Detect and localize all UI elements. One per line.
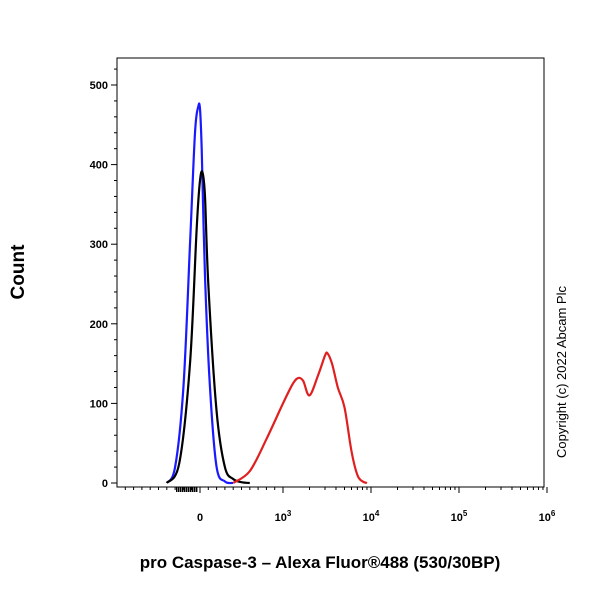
y-tick-label: 0: [102, 478, 108, 490]
y-tick-label: 500: [90, 80, 108, 92]
x-tick-label: 105: [451, 509, 468, 524]
plot-frame: [116, 57, 545, 488]
y-tick-label: 100: [90, 398, 108, 410]
y-tick-label: 400: [90, 160, 108, 172]
y-axis-title: Count: [8, 244, 29, 300]
y-tick-label: 300: [90, 239, 108, 251]
histogram-series-2: [165, 170, 250, 485]
x-tick-label: 104: [363, 509, 380, 524]
x-tick-label: 103: [275, 509, 292, 524]
histogram-series-3: [232, 351, 368, 485]
y-tick-label: 200: [90, 319, 108, 331]
x-tick-label: 106: [539, 509, 556, 524]
x-axis-title: pro Caspase-3 – Alexa Fluor®488 (530/30B…: [140, 553, 501, 572]
x-tick-label: 0: [197, 512, 203, 524]
copyright-notice: Copyright (c) 2022 Abcam Plc: [554, 286, 569, 458]
histogram-series-1: [165, 102, 234, 485]
